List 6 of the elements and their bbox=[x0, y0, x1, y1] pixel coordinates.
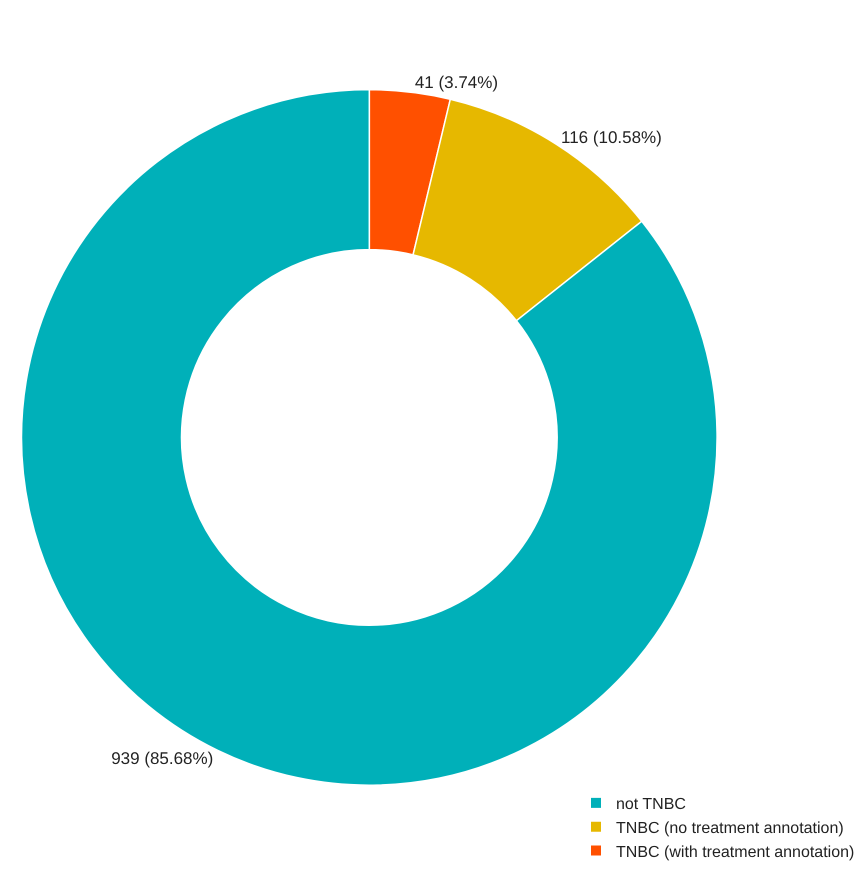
legend-label: TNBC (no treatment annotation) bbox=[616, 820, 844, 837]
legend-label: not TNBC bbox=[616, 796, 686, 814]
data-label: 41 (3.74%) bbox=[414, 73, 498, 92]
data-label: 939 (85.68%) bbox=[111, 748, 214, 768]
legend-label: TNBC (with treatment annotation) bbox=[616, 844, 854, 861]
data-label: 116 (10.58%) bbox=[561, 128, 662, 147]
